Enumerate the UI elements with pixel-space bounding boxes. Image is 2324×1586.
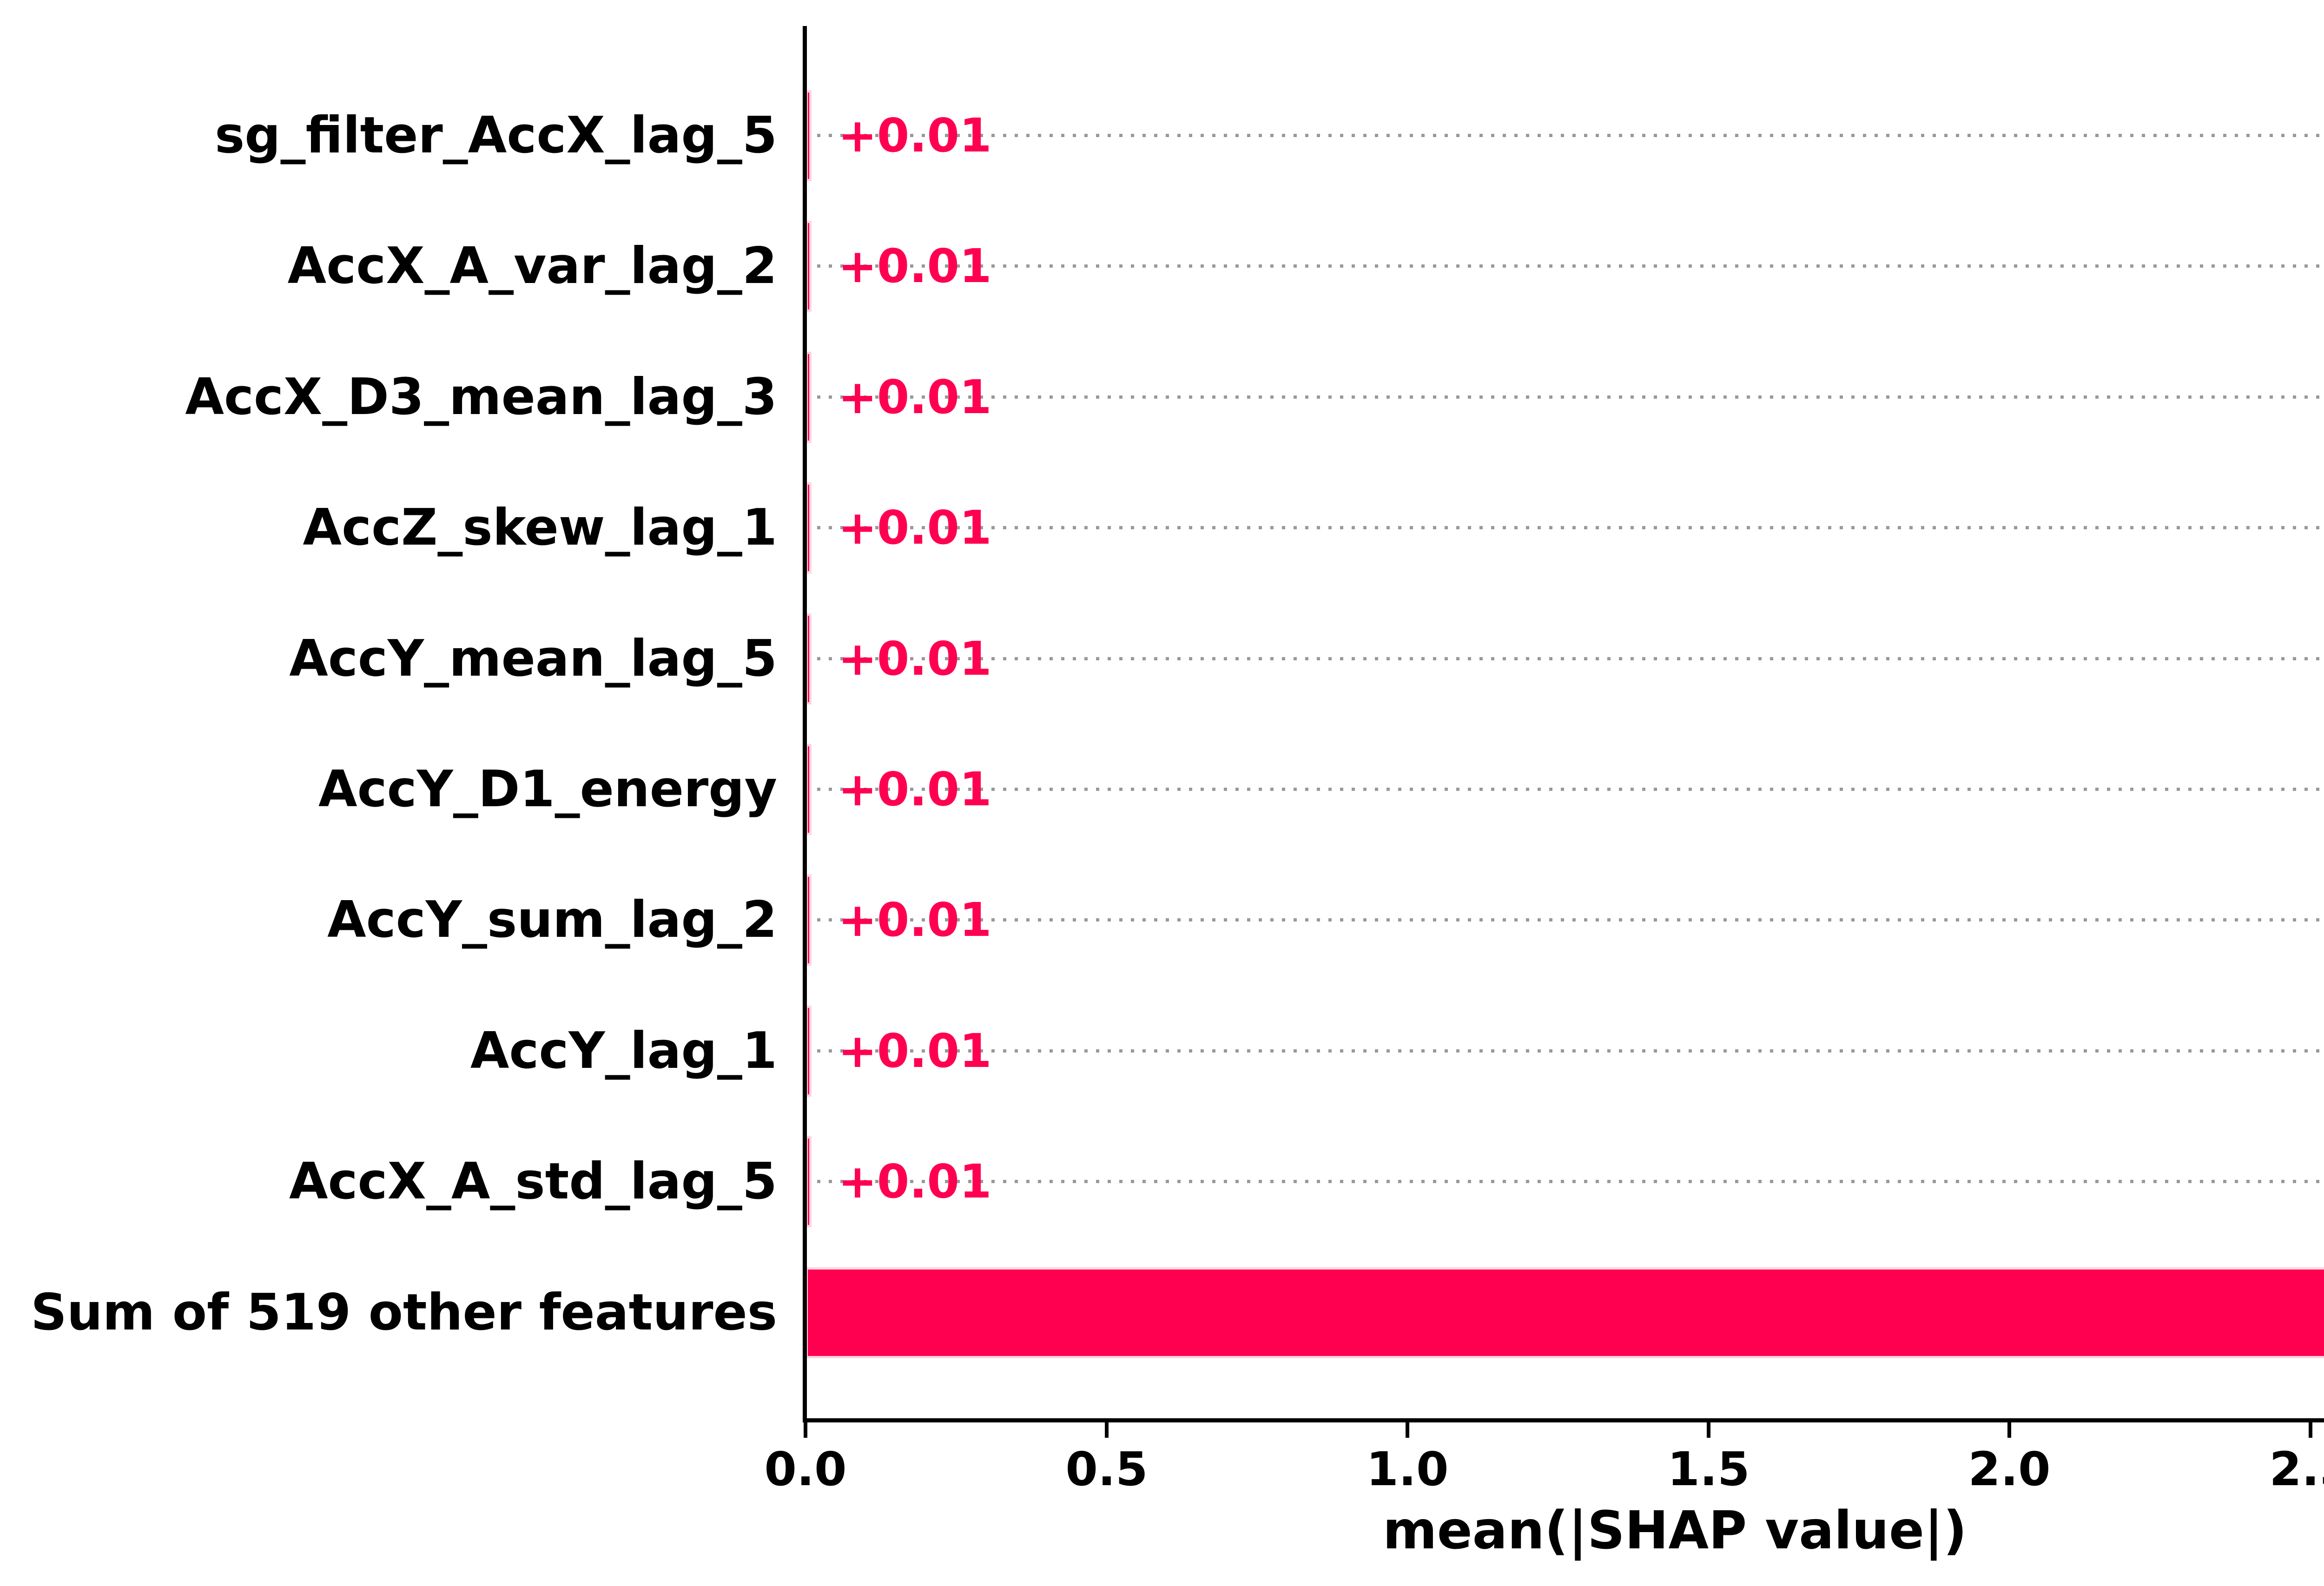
x-tick-mark — [1406, 1422, 1409, 1438]
y-tick-label: AccZ_skew_lag_1 — [303, 499, 777, 557]
gridline — [805, 1180, 2324, 1184]
bar-value-label: +0.01 — [838, 369, 992, 424]
x-axis-title: mean(|SHAP value|) — [1383, 1500, 1967, 1561]
bar-value-label: +0.01 — [838, 239, 992, 294]
gridline — [805, 395, 2324, 399]
y-tick-label: AccY_lag_1 — [470, 1021, 777, 1080]
bar-value-label: +0.01 — [838, 1154, 992, 1209]
gridline — [805, 134, 2324, 137]
x-tick-mark — [1707, 1422, 1710, 1438]
y-tick-label: sg_filter_AccX_lag_5 — [214, 106, 777, 165]
gridline — [805, 918, 2324, 922]
x-tick-label: 0.5 — [1065, 1442, 1148, 1496]
x-tick-label: 2.0 — [1968, 1442, 2051, 1496]
bar-value-label: +0.01 — [838, 108, 992, 163]
x-tick-label: 2.5 — [2269, 1442, 2324, 1496]
x-axis-line — [803, 1418, 2324, 1422]
x-tick-label: 1.5 — [1667, 1442, 1750, 1496]
bar-value-label: +0.01 — [838, 893, 992, 948]
bar — [805, 1267, 2324, 1358]
y-tick-label: AccY_D1_energy — [318, 760, 777, 818]
gridline — [805, 1049, 2324, 1053]
y-tick-label: AccX_D3_mean_lag_3 — [185, 368, 777, 426]
gridline — [805, 526, 2324, 530]
gridline — [805, 657, 2324, 660]
x-tick-mark — [1105, 1422, 1109, 1438]
x-tick-label: 0.0 — [764, 1442, 847, 1496]
y-axis-line — [803, 26, 807, 1422]
bar-value-label: +0.01 — [838, 631, 992, 686]
y-tick-label: AccX_A_var_lag_2 — [287, 237, 777, 296]
x-tick-mark — [2007, 1422, 2011, 1438]
y-tick-label: AccY_sum_lag_2 — [327, 891, 777, 949]
bar-value-label: +0.01 — [838, 1023, 992, 1078]
bar-value-label: +0.01 — [838, 762, 992, 816]
y-tick-label: AccY_mean_lag_5 — [289, 629, 777, 688]
x-tick-mark — [2309, 1422, 2312, 1438]
bar-value-label: +0.01 — [838, 500, 992, 555]
gridline — [805, 788, 2324, 791]
x-tick-label: 1.0 — [1366, 1442, 1449, 1496]
y-tick-label: AccX_A_std_lag_5 — [289, 1152, 777, 1211]
gridline — [805, 264, 2324, 268]
x-tick-mark — [804, 1422, 807, 1438]
y-tick-label: Sum of 519 other features — [31, 1283, 777, 1342]
